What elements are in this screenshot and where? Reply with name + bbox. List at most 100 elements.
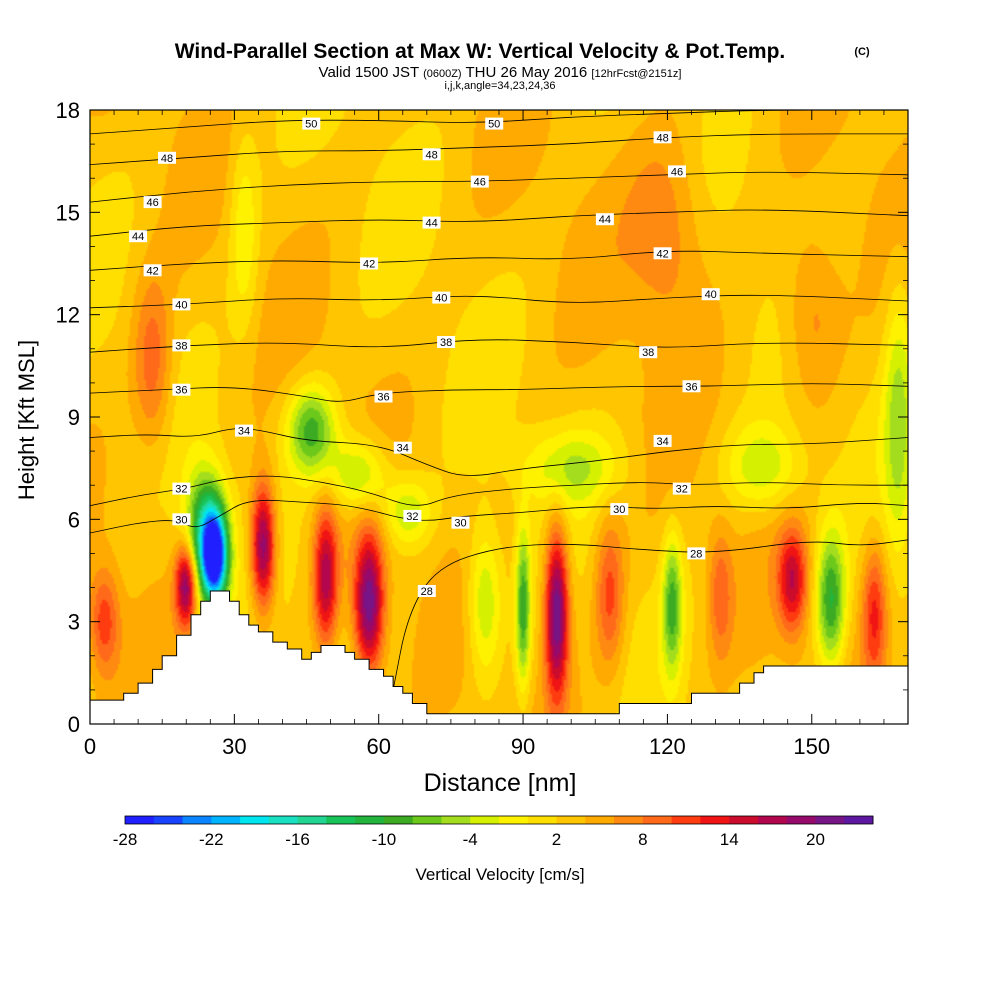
y-tick-label: 6: [68, 507, 80, 532]
colorbar-swatch: [786, 816, 816, 824]
y-tick-label: 9: [68, 405, 80, 430]
contour-label-bg: [417, 585, 436, 597]
contour-label-bg: [172, 482, 191, 495]
subtitle-valid: Valid 1500 JST: [319, 64, 419, 81]
contour-label-bg: [610, 503, 629, 516]
contour-label-bg: [432, 291, 451, 304]
colorbar-swatch: [815, 816, 845, 824]
colorbar-tick-label: -16: [285, 830, 310, 849]
colorbar-swatch: [297, 816, 327, 824]
contour-label: 42: [363, 259, 375, 271]
contour-label: 46: [146, 197, 158, 209]
contour-label: 46: [474, 177, 486, 189]
x-tick-label: 0: [84, 734, 96, 759]
contour-label-bg: [172, 298, 191, 311]
colorbar-swatch: [729, 816, 759, 824]
colorbar-tick-label: -22: [199, 830, 224, 849]
colorbar-label: Vertical Velocity [cm/s]: [415, 865, 584, 884]
contour-label-bg: [172, 339, 191, 352]
contour-line-42: [90, 250, 908, 271]
colorbar-tick-label: 2: [552, 830, 561, 849]
colorbar-swatch: [441, 816, 471, 824]
copyright-mark: (C): [854, 46, 870, 58]
contour-label: 42: [656, 248, 668, 260]
contour-label-bg: [470, 175, 489, 188]
contour-label-bg: [668, 165, 686, 178]
colorbar-swatch: [671, 816, 701, 824]
contour-line-36: [90, 383, 908, 402]
contour-label: 36: [175, 385, 187, 397]
colorbar-tick-label: 20: [806, 830, 825, 849]
contour-label-bg: [172, 513, 191, 526]
contour-label-bg: [143, 196, 162, 209]
contour-label-bg: [403, 509, 422, 522]
chart-title: Wind-Parallel Section at Max W: Vertical…: [175, 40, 786, 63]
contour-label-bg: [653, 434, 672, 447]
contour-labels: 50 50 48 48 48 46 46 46 44 44 44 42 42 42 40 40 40 38 38 38…: [129, 117, 720, 598]
contour-label: 32: [175, 484, 187, 496]
contour-label-bg: [682, 380, 701, 393]
contour-label: 50: [305, 119, 317, 131]
contour-label: 38: [440, 337, 452, 349]
contour-label: 48: [656, 132, 668, 144]
colorbar-swatch: [844, 816, 874, 824]
terrain: [90, 590, 908, 724]
colorbar-swatch: [153, 816, 184, 824]
subtitle-date: THU 26 May 2016: [466, 64, 588, 81]
contour-label-bg: [595, 213, 614, 226]
contour-label-bg: [172, 383, 191, 396]
colorbar-swatch: [700, 816, 730, 824]
contour-label-bg: [374, 390, 393, 403]
contour-label: 32: [676, 484, 688, 496]
contour-label: 34: [397, 443, 409, 455]
contour-label-bg: [701, 288, 720, 301]
x-tick-label: 30: [222, 734, 246, 759]
x-tick-label: 150: [793, 734, 830, 759]
colorbar-swatch: [642, 816, 673, 824]
colorbar-tick-label: -28: [113, 830, 138, 849]
contour-label: 46: [671, 166, 683, 178]
colorbar-swatch: [211, 816, 241, 824]
contour-label: 38: [175, 340, 187, 352]
colorbar-swatch: [355, 816, 385, 824]
x-tick-label: 90: [511, 734, 535, 759]
contour-label-bg: [235, 424, 253, 437]
contour-label: 48: [161, 153, 173, 165]
contour-label: 44: [132, 231, 144, 243]
colorbar-swatch: [412, 816, 442, 824]
contour-label-bg: [360, 257, 379, 270]
contour-label: 48: [425, 149, 437, 161]
contour-label: 36: [377, 392, 389, 404]
contour-line-28: [392, 539, 908, 690]
y-axis-label: Height [Kft MSL]: [14, 340, 39, 500]
colorbar-swatch: [499, 816, 529, 824]
colorbar-swatch: [268, 816, 299, 824]
colorbar-swatch: [182, 816, 212, 824]
contour-label-bg: [485, 117, 504, 130]
contour-label: 30: [454, 518, 466, 530]
chart-indices: i,j,k,angle=34,23,24,36: [444, 80, 555, 92]
contour-label-bg: [451, 516, 470, 529]
contour-label: 34: [656, 436, 668, 448]
contour-label: 32: [406, 511, 418, 523]
colorbar-frame: [124, 815, 874, 825]
contour-label-bg: [158, 151, 176, 164]
colorbar-tick-label: 14: [720, 830, 739, 849]
contour-label-bg: [687, 547, 706, 560]
subtitle-utc: (0600Z): [423, 68, 462, 80]
contour-label: 50: [488, 119, 500, 131]
contour-label: 36: [685, 381, 697, 393]
colorbar-swatch: [757, 816, 788, 824]
contour-label-bg: [143, 264, 162, 277]
colorbar-tick-label: -10: [372, 830, 397, 849]
colorbar-swatch: [326, 816, 356, 824]
colorbar: -28 -22 -16 -10 -4 2 8 14 20: [113, 815, 874, 849]
colorbar-tick-label: 8: [638, 830, 647, 849]
contour-label: 30: [613, 504, 625, 516]
contour-label: 40: [175, 299, 187, 311]
contour-line-46: [90, 171, 908, 203]
contour-label-bg: [653, 247, 672, 260]
colorbar-swatch: [383, 816, 414, 824]
colorbar-swatch: [470, 816, 500, 824]
